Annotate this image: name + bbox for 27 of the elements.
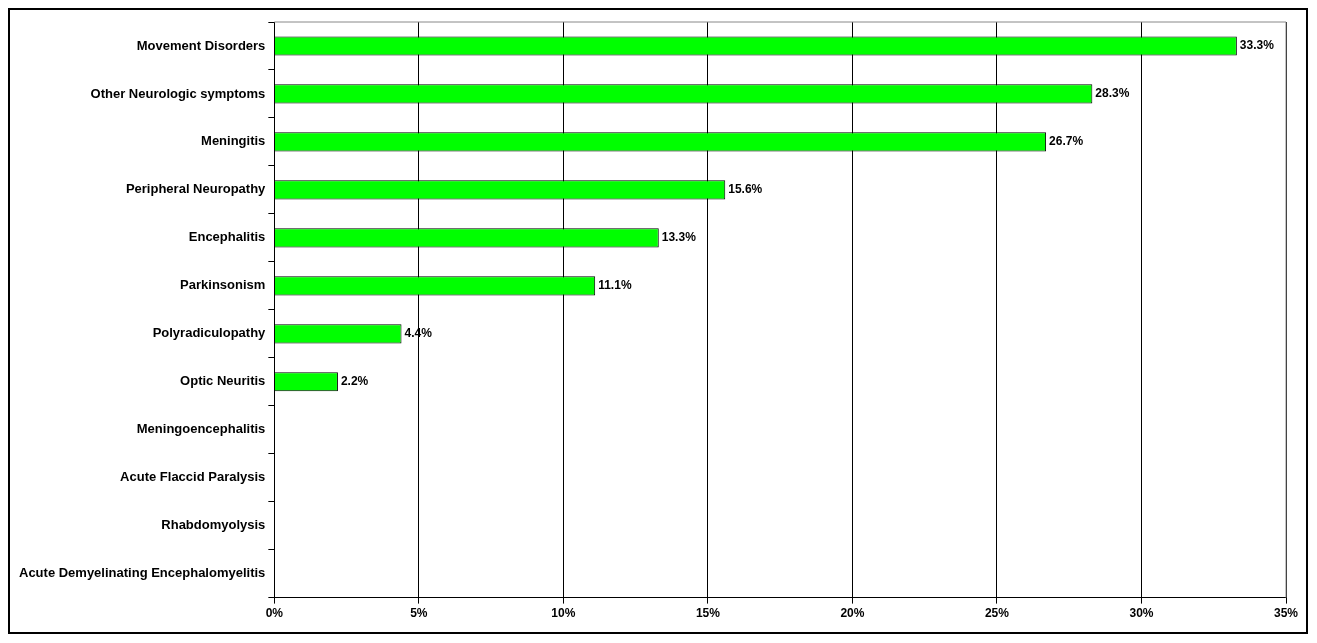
y-tick-label: Optic Neuritis	[180, 373, 266, 389]
data-label: 15.6%	[728, 182, 763, 197]
y-tick-label: Rhabdomyolysis	[161, 517, 266, 533]
y-tick-label: Acute Demyelinating Encephalomyelitis	[18, 565, 266, 581]
y-tick-label: Meningoencephalitis	[136, 421, 266, 437]
y-tick-label: Peripheral Neuropathy	[125, 181, 267, 197]
x-tick-label: 5%	[410, 606, 428, 621]
data-label: 13.3%	[661, 230, 697, 245]
data-label: 2.2%	[340, 374, 369, 389]
y-tick-label: Parkinsonism	[180, 277, 266, 293]
x-tick-label: 10%	[551, 606, 576, 621]
x-tick-label: 35%	[1273, 606, 1299, 621]
y-tick-label: Meningitis	[201, 133, 266, 149]
x-tick-label: 20%	[840, 606, 865, 621]
y-tick-label: Movement Disorders	[136, 37, 266, 53]
y-tick-label: Polyradiculopathy	[152, 325, 267, 341]
data-label: 33.3%	[1239, 38, 1275, 53]
y-tick-label: Encephalitis	[188, 229, 266, 245]
x-tick-label: 15%	[695, 606, 721, 621]
data-label: 11.1%	[598, 278, 632, 293]
data-label: 26.7%	[1049, 134, 1084, 149]
x-tick-label: 0%	[265, 606, 284, 621]
y-tick-label: Other Neurologic symptoms	[90, 85, 266, 101]
data-label: 28.3%	[1095, 86, 1130, 101]
y-tick-label: Acute Flaccid Paralysis	[120, 469, 266, 485]
x-tick-label: 25%	[984, 606, 1010, 621]
x-tick-label: 30%	[1129, 606, 1154, 621]
